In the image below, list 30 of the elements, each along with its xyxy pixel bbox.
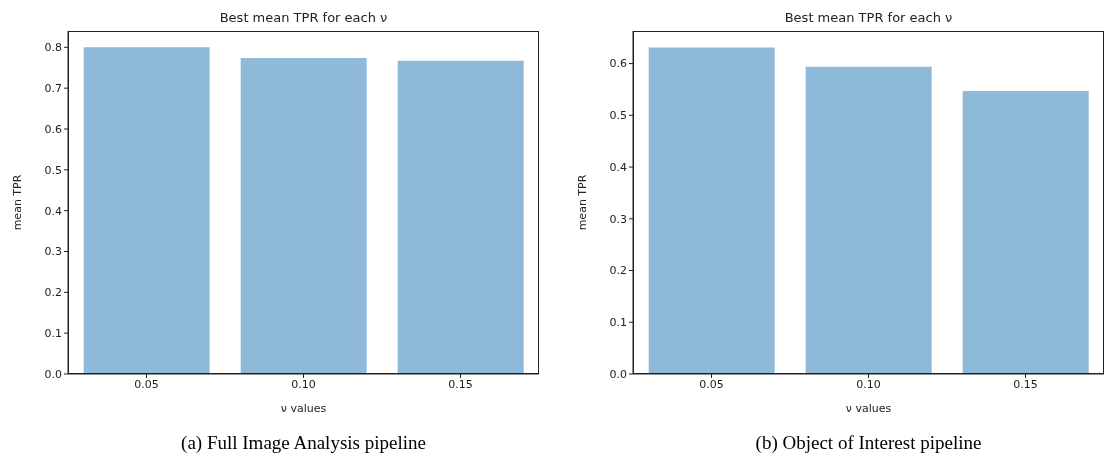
y-tick-label: 0.4: [44, 204, 62, 218]
y-axis-title: mean TPR: [11, 174, 25, 231]
x-tick-label: 0.05: [699, 377, 724, 391]
y-tick-label: 0.6: [609, 57, 627, 71]
y-tick-label: 0.2: [609, 264, 627, 278]
chart-title: Best mean TPR for each ν: [218, 10, 389, 25]
x-tick-label: 0.10: [856, 377, 881, 391]
y-tick-label: 0.6: [44, 122, 62, 136]
y-tick-label: 0.0: [44, 367, 62, 381]
y-tick-label: 0.2: [44, 286, 62, 300]
text: (b) Object of Interest pipeline: [754, 432, 983, 454]
y-tick-label: 0.3: [609, 212, 627, 226]
x-tick-label: 0.10: [291, 377, 316, 391]
x-tick-label: 0.05: [134, 377, 159, 391]
y-tick-label: 0.7: [44, 82, 62, 96]
y-tick-label: 0.5: [609, 109, 627, 123]
text: (a) Full Image Analysis pipeline: [180, 432, 427, 454]
y-tick-label: 0.1: [44, 327, 62, 341]
x-tick-label: 0.15: [448, 377, 473, 391]
x-tick-label: 0.15: [1013, 377, 1038, 391]
y-tick-label: 0.8: [44, 41, 62, 55]
x-axis-title: ν values: [280, 402, 327, 415]
y-tick-label: 0.0: [609, 367, 627, 381]
y-tick-label: 0.1: [609, 316, 627, 330]
y-tick-label: 0.4: [609, 160, 627, 174]
y-tick-label: 0.3: [44, 245, 62, 259]
y-axis-title: mean TPR: [576, 174, 590, 231]
chart-title: Best mean TPR for each ν: [783, 10, 954, 25]
x-axis-title: ν values: [845, 402, 892, 415]
y-tick-label: 0.5: [44, 163, 62, 177]
